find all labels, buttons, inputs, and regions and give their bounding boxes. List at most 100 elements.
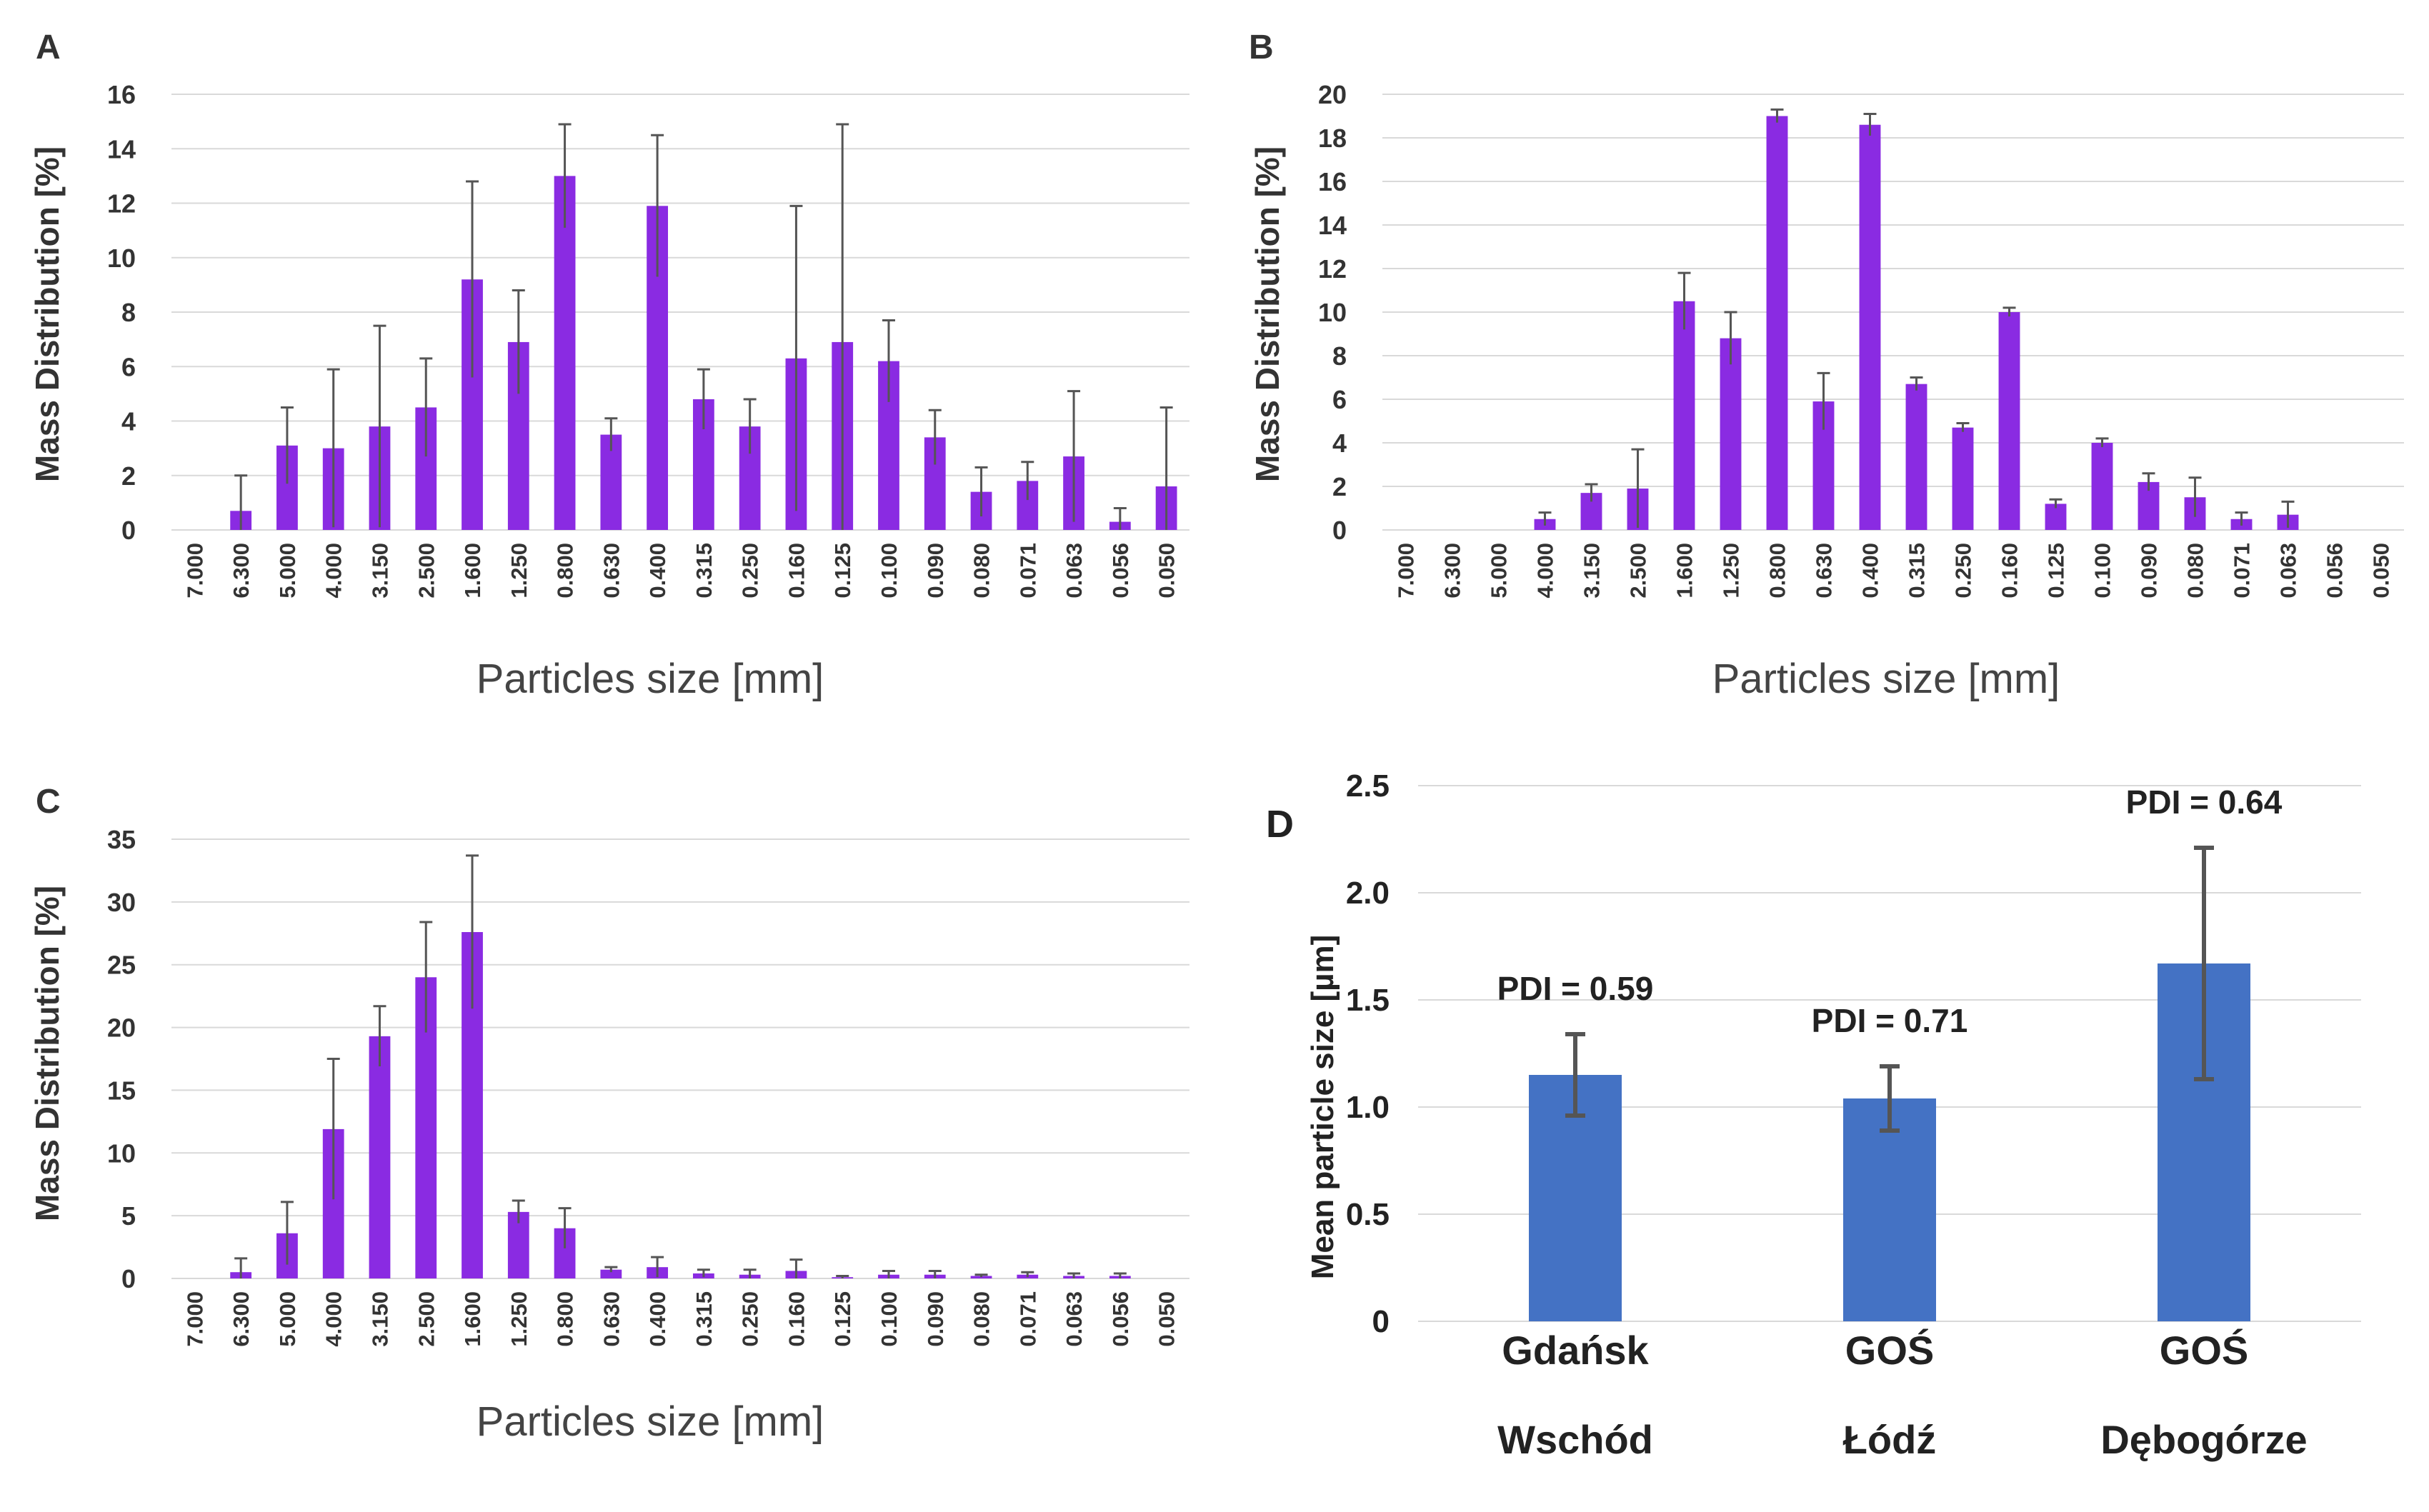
y-tick-label: 12: [107, 189, 136, 219]
error-bar: [2281, 500, 2295, 528]
error-bar: [1565, 1032, 1585, 1118]
x-tick-label: 0.080: [969, 543, 994, 599]
error-bar: [280, 406, 294, 484]
panel-a-error-bars: [234, 123, 1173, 530]
x-tick-label: 0.056: [1108, 1291, 1133, 1347]
x-tick-label: 0.250: [1951, 543, 1976, 599]
y-tick-label: 0.5: [1346, 1197, 1390, 1232]
panel-c-error-bars: [234, 854, 1127, 1278]
x-tick-label: 0.160: [1997, 543, 2022, 599]
x-tick-label: 0.250: [738, 1291, 763, 1347]
x-tick-label: 1.600: [1672, 543, 1697, 599]
x-tick-label: 0.063: [1062, 1291, 1087, 1347]
error-bar: [836, 1274, 849, 1278]
x-tick-label: 0.800: [1765, 543, 1790, 599]
panel-b-error-bars: [1538, 108, 2295, 528]
panel-b: B 0 2 4 6 8 10 12 14 16 18 20 7.000 6.300 5.000 4.000…: [1249, 29, 2404, 702]
panel-d-y-axis-label: Mean particle size [µm]: [1305, 935, 1340, 1280]
y-tick-label: 30: [107, 888, 136, 917]
error-bar: [974, 466, 988, 516]
error-bar: [651, 134, 664, 277]
error-bar: [326, 1058, 340, 1200]
y-tick-label: 2.5: [1346, 768, 1390, 803]
error-bar: [882, 1269, 895, 1278]
x-tick-label: 4.000: [321, 1291, 346, 1347]
bar: [1766, 116, 1788, 530]
x-tick-label: 0.071: [1015, 1291, 1040, 1347]
x-tick-label: 0.056: [2323, 543, 2348, 599]
x-tick-label: 0.090: [923, 543, 948, 599]
panel-c: C 0 5 10 15 20 25 30 35 7.000 6.300 5.000 4.000 3.1…: [29, 783, 1189, 1445]
x-tick-label: 0.160: [784, 543, 809, 599]
y-tick-label: 8: [1332, 341, 1347, 371]
error-bar: [1910, 376, 1923, 391]
y-tick-label: 2.0: [1346, 876, 1390, 911]
y-tick-label: 20: [1318, 80, 1347, 109]
x-tick-label: 7.000: [182, 543, 207, 599]
error-bar: [2188, 476, 2202, 517]
error-bar: [882, 319, 895, 402]
error-bar: [1159, 406, 1173, 530]
x-tick-label: 2.500: [414, 1291, 439, 1347]
panel-a: A 0 2 4 6 8 10 12 14 16 7.000 6.300 5.000 4.000 3.15…: [29, 29, 1189, 702]
y-tick-label: 0: [121, 516, 136, 545]
y-tick-label: 35: [107, 825, 136, 854]
error-bar: [743, 1268, 757, 1278]
bar: [1673, 301, 1695, 530]
y-tick-label: 16: [107, 80, 136, 109]
error-bar: [928, 1269, 942, 1278]
panel-c-x-tick-labels: 7.000 6.300 5.000 4.000 3.150 2.500 1.600 1.250…: [182, 1291, 1179, 1347]
x-tick-label: 0.400: [645, 1291, 670, 1347]
x-tick-label: 3.150: [367, 543, 392, 599]
x-tick-label: 2.500: [414, 543, 439, 599]
x-tick-label: 0.080: [2183, 543, 2208, 599]
error-bar: [1863, 112, 1877, 136]
bar: [369, 1036, 391, 1278]
error-bar: [651, 1256, 664, 1278]
panel-b-letter: B: [1249, 29, 1274, 66]
x-tick-label: 0.080: [969, 1291, 994, 1347]
y-tick-label: 10: [1318, 298, 1347, 327]
panel-a-x-axis-label: Particles size [mm]: [477, 656, 824, 702]
error-bar: [1677, 271, 1691, 330]
panel-c-y-axis-label: Mass Distribution [%]: [29, 886, 66, 1221]
y-tick-label: 0: [1332, 516, 1347, 545]
y-tick-label: 6: [1332, 385, 1347, 414]
y-tick-label: 10: [107, 1138, 136, 1168]
error-bar: [234, 474, 248, 530]
panel-a-x-tick-labels: 7.000 6.300 5.000 4.000 3.150 2.500 1.600 1.250…: [182, 543, 1179, 599]
error-bar: [1538, 511, 1552, 526]
y-tick-label: 10: [107, 244, 136, 273]
error-bar: [1113, 507, 1127, 530]
error-bar: [1956, 422, 1970, 432]
error-bar: [1585, 483, 1598, 502]
x-tick-label: 0.125: [830, 1291, 855, 1347]
pdi-annotation: PDI = 0.71: [1812, 1002, 1968, 1039]
y-tick-label: 20: [107, 1013, 136, 1043]
x-tick-label: 0.100: [877, 543, 902, 599]
x-tick-label: 7.000: [1394, 543, 1419, 599]
x-tick-label: 1.600: [460, 543, 485, 599]
y-tick-label: 16: [1318, 167, 1347, 196]
error-bar: [1817, 371, 1830, 430]
x-tick-label: 0.050: [2369, 543, 2394, 599]
error-bar: [974, 1273, 988, 1278]
error-bar: [604, 1266, 618, 1273]
error-bar: [234, 1257, 248, 1278]
error-bar: [789, 1258, 803, 1278]
x-tick-label: GOŚ: [2160, 1328, 2248, 1373]
x-tick-label: Gdańsk: [1502, 1328, 1649, 1373]
x-tick-label: 0.250: [738, 543, 763, 599]
x-tick-label: 0.315: [692, 1291, 717, 1347]
x-tick-label: 0.315: [692, 543, 717, 599]
y-tick-label: 25: [107, 951, 136, 980]
y-tick-label: 5: [121, 1201, 136, 1231]
error-bar: [1770, 108, 1784, 123]
x-tick-label: 1.250: [1719, 543, 1744, 599]
x-tick-label: 0.071: [2230, 543, 2255, 599]
y-tick-label: 14: [107, 134, 136, 164]
error-bar: [1067, 390, 1081, 522]
error-bar: [1021, 1271, 1034, 1278]
